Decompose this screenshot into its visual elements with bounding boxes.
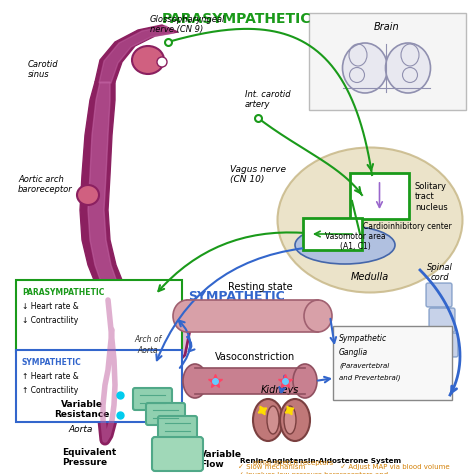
Text: Int. carotid
artery: Int. carotid artery [245, 90, 291, 109]
FancyBboxPatch shape [146, 403, 185, 425]
Ellipse shape [293, 364, 317, 398]
Polygon shape [108, 295, 190, 375]
Ellipse shape [304, 300, 332, 332]
Text: Aortic arch
baroreceptor: Aortic arch baroreceptor [18, 175, 73, 194]
Text: Glossopharyngeal
nerve (CN 9): Glossopharyngeal nerve (CN 9) [150, 15, 225, 35]
Text: Ganglia: Ganglia [339, 348, 368, 357]
Text: Solitary
tract
nucleus: Solitary tract nucleus [415, 182, 448, 212]
Polygon shape [95, 25, 178, 82]
Text: PARASYMPATHETIC: PARASYMPATHETIC [162, 12, 312, 26]
Text: Variable
Flow: Variable Flow [200, 450, 242, 469]
Text: Brain: Brain [374, 22, 400, 32]
Text: ✓ Slow mechanism: ✓ Slow mechanism [238, 464, 305, 470]
Bar [187, 300, 318, 332]
FancyBboxPatch shape [426, 283, 452, 307]
Ellipse shape [284, 406, 296, 434]
Text: ↓ Contractility: ↓ Contractility [22, 316, 78, 325]
Text: and Prevertebral): and Prevertebral) [339, 374, 401, 381]
Text: Variable
Resistance: Variable Resistance [55, 400, 109, 419]
Ellipse shape [280, 399, 310, 441]
Text: ↑ Heart rate &: ↑ Heart rate & [22, 372, 79, 381]
Ellipse shape [267, 406, 279, 434]
Ellipse shape [253, 399, 283, 441]
FancyBboxPatch shape [429, 308, 455, 332]
FancyBboxPatch shape [350, 173, 409, 219]
FancyBboxPatch shape [16, 280, 182, 352]
Text: ↑ Contractility: ↑ Contractility [22, 386, 78, 395]
Bar [195, 368, 305, 394]
Text: Vagus nerve
(CN 10): Vagus nerve (CN 10) [230, 165, 286, 184]
FancyBboxPatch shape [333, 326, 452, 400]
Text: (A1, C1): (A1, C1) [340, 242, 370, 251]
Ellipse shape [77, 185, 99, 205]
Text: SYMPATHETIC: SYMPATHETIC [22, 358, 82, 367]
Text: Medulla: Medulla [351, 272, 389, 282]
FancyBboxPatch shape [309, 13, 466, 110]
Text: Aorta: Aorta [68, 425, 92, 434]
FancyBboxPatch shape [133, 388, 172, 410]
Text: Spinal
cord: Spinal cord [427, 263, 453, 282]
Ellipse shape [157, 57, 167, 67]
Text: ↓ Heart rate &: ↓ Heart rate & [22, 302, 79, 311]
Polygon shape [88, 82, 126, 300]
Text: atrial stretch receptors: atrial stretch receptors [253, 460, 333, 466]
Text: Resting state: Resting state [228, 282, 293, 292]
Text: Kidneys: Kidneys [261, 385, 299, 395]
FancyBboxPatch shape [16, 350, 182, 422]
Text: Vasoconstriction: Vasoconstriction [215, 352, 295, 362]
Ellipse shape [183, 364, 207, 398]
Text: Renin-Angiotensin-Aldosterone System: Renin-Angiotensin-Aldosterone System [240, 458, 401, 464]
FancyBboxPatch shape [303, 218, 362, 250]
FancyBboxPatch shape [152, 437, 203, 471]
Ellipse shape [173, 300, 201, 332]
Text: Carotid
sinus: Carotid sinus [28, 60, 59, 80]
Text: ✓ Adjust MAP via blood volume: ✓ Adjust MAP via blood volume [338, 464, 450, 470]
Text: Vasomotor area: Vasomotor area [325, 232, 385, 241]
Text: (Paravertebral: (Paravertebral [339, 362, 389, 369]
Ellipse shape [132, 46, 164, 74]
Ellipse shape [343, 43, 388, 93]
Text: SYMPATHETIC: SYMPATHETIC [189, 290, 285, 303]
Polygon shape [80, 82, 132, 300]
Polygon shape [99, 26, 174, 83]
FancyBboxPatch shape [158, 416, 197, 438]
Ellipse shape [295, 226, 395, 264]
FancyBboxPatch shape [432, 333, 458, 357]
Text: ✓ Involves low-pressure baroreceptors and: ✓ Involves low-pressure baroreceptors an… [238, 472, 388, 474]
Text: Arch of
Aorta: Arch of Aorta [135, 335, 162, 355]
Text: Sympathetic: Sympathetic [339, 334, 387, 343]
Text: Cardioinhibitory center: Cardioinhibitory center [363, 222, 452, 231]
Ellipse shape [385, 43, 430, 93]
Ellipse shape [277, 147, 463, 292]
Text: Equivalent
Pressure: Equivalent Pressure [62, 448, 116, 467]
Text: PARASYMPATHETIC: PARASYMPATHETIC [22, 288, 104, 297]
